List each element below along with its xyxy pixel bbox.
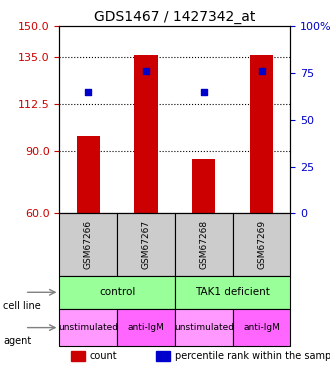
FancyBboxPatch shape — [233, 213, 290, 276]
Point — [201, 89, 207, 95]
Text: control: control — [99, 287, 135, 297]
Bar — [156, 351, 170, 361]
FancyBboxPatch shape — [175, 276, 290, 309]
Text: anti-IgM: anti-IgM — [243, 323, 280, 332]
Point — [143, 68, 148, 74]
Text: count: count — [89, 351, 117, 361]
FancyBboxPatch shape — [233, 309, 290, 346]
Point — [85, 89, 91, 95]
Text: unstimulated: unstimulated — [58, 323, 118, 332]
Bar — [192, 159, 215, 213]
FancyBboxPatch shape — [59, 309, 117, 346]
Text: GSM67269: GSM67269 — [257, 220, 266, 269]
FancyBboxPatch shape — [117, 213, 175, 276]
Bar — [71, 351, 85, 361]
Text: anti-IgM: anti-IgM — [128, 323, 164, 332]
Bar — [135, 56, 158, 213]
Text: GSM67268: GSM67268 — [199, 220, 208, 269]
Text: GSM67267: GSM67267 — [142, 220, 150, 269]
Bar — [77, 136, 100, 213]
Title: GDS1467 / 1427342_at: GDS1467 / 1427342_at — [94, 10, 256, 24]
Text: cell line: cell line — [3, 301, 41, 310]
FancyBboxPatch shape — [59, 276, 175, 309]
FancyBboxPatch shape — [175, 213, 233, 276]
Bar — [250, 56, 273, 213]
Text: agent: agent — [3, 336, 32, 346]
Text: percentile rank within the sample: percentile rank within the sample — [175, 351, 330, 361]
FancyBboxPatch shape — [59, 213, 117, 276]
FancyBboxPatch shape — [175, 309, 233, 346]
Point — [259, 68, 264, 74]
Text: GSM67266: GSM67266 — [84, 220, 93, 269]
FancyBboxPatch shape — [117, 309, 175, 346]
Text: unstimulated: unstimulated — [174, 323, 234, 332]
Text: TAK1 deficient: TAK1 deficient — [195, 287, 270, 297]
